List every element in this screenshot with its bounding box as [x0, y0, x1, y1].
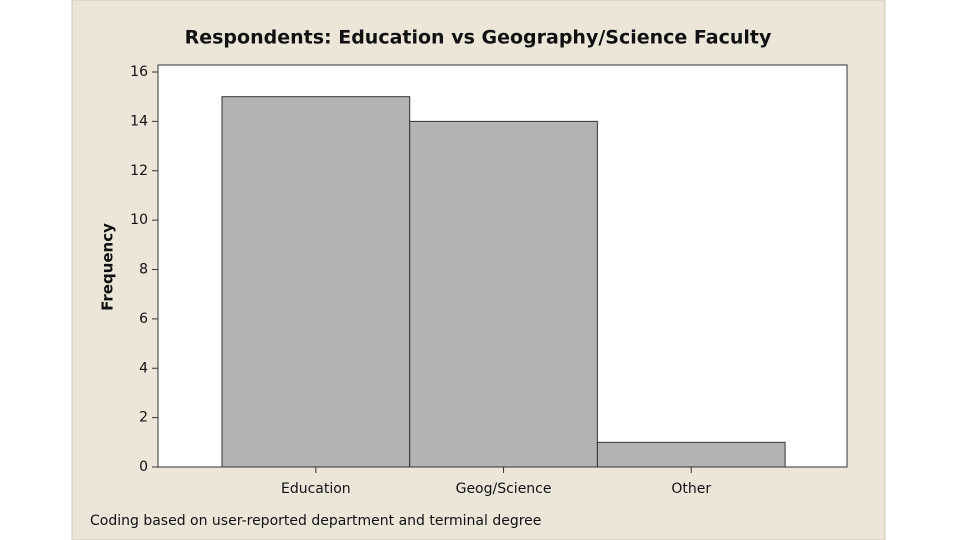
- x-tick-label: Geog/Science: [456, 481, 552, 497]
- bar: [596, 441, 786, 468]
- bar: [221, 96, 411, 468]
- footnote: Coding based on user-reported department…: [90, 513, 541, 529]
- x-tick-label: Education: [281, 481, 351, 497]
- bar: [409, 120, 598, 468]
- y-tick-label: 4: [139, 360, 148, 376]
- y-tick-label: 16: [130, 64, 148, 80]
- y-tick-label: 14: [130, 113, 148, 129]
- y-tick-label: 10: [130, 212, 148, 228]
- y-axis-label: Frequency: [99, 223, 117, 311]
- y-tick-label: 0: [139, 459, 148, 475]
- y-tick-label: 8: [139, 262, 148, 278]
- x-tick-label: Other: [671, 481, 711, 497]
- chart-title: Respondents: Education vs Geography/Scie…: [185, 27, 772, 49]
- y-tick-label: 6: [139, 311, 148, 327]
- y-tick-label: 2: [139, 410, 148, 426]
- y-tick-label: 12: [130, 163, 148, 179]
